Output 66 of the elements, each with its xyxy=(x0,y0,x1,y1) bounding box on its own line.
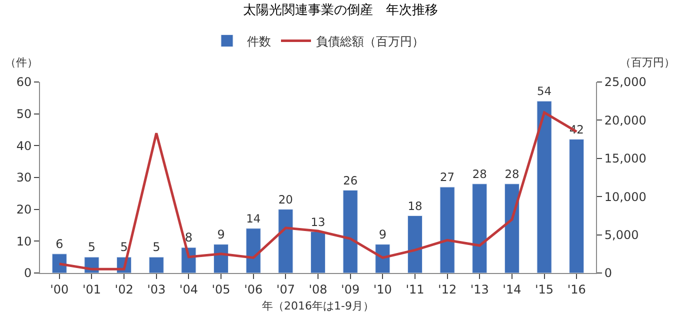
data-label: 27 xyxy=(440,170,455,184)
x-tick-label: '08 xyxy=(308,282,328,296)
x-tick-label: '00 xyxy=(50,282,69,296)
y-tick-label: 30 xyxy=(16,170,32,185)
data-label: 20 xyxy=(278,192,293,206)
y2-axis-title: （百万円） xyxy=(620,56,675,69)
bar xyxy=(375,244,390,273)
data-label: 28 xyxy=(472,167,487,182)
bar xyxy=(472,184,488,273)
bar xyxy=(214,244,229,273)
data-label: 9 xyxy=(378,227,386,242)
data-label: 6 xyxy=(56,236,64,251)
bar xyxy=(504,184,520,273)
x-tick-label: '03 xyxy=(147,282,166,296)
x-tick-label: '06 xyxy=(244,282,263,296)
x-tick-label: '12 xyxy=(438,282,457,296)
x-tick-label: '13 xyxy=(470,282,489,296)
bar xyxy=(407,215,422,273)
x-tick-label: '14 xyxy=(502,282,522,296)
x-tick-label: '15 xyxy=(534,282,554,296)
y2-tick-label: 25,000 xyxy=(604,75,646,90)
data-label: 13 xyxy=(310,214,326,229)
y-tick-label: 50 xyxy=(16,107,32,122)
x-tick-label: '01 xyxy=(82,282,102,296)
bar xyxy=(536,100,552,273)
chart-title: 太陽光関連事業の倒産 年次推移 xyxy=(243,2,438,18)
legend-label: 負債総額（百万円） xyxy=(316,34,424,48)
x-axis-title: 年（2016年は1-9月） xyxy=(262,300,374,313)
y-tick-label: 60 xyxy=(16,75,32,90)
x-tick-label: '16 xyxy=(567,282,586,296)
y-tick-label: 40 xyxy=(16,138,32,153)
bar xyxy=(246,228,261,273)
data-label: 54 xyxy=(537,84,552,98)
bar xyxy=(310,231,326,273)
x-tick-label: '09 xyxy=(341,282,360,296)
x-tick-label: '07 xyxy=(276,282,295,296)
x-tick-label: '05 xyxy=(212,282,230,296)
data-label: 5 xyxy=(88,240,96,254)
bar xyxy=(52,254,67,273)
data-label: 28 xyxy=(504,167,520,182)
bar xyxy=(569,139,584,273)
data-label: 18 xyxy=(408,198,422,213)
data-label: 8 xyxy=(184,230,193,245)
y2-tick-label: 15,000 xyxy=(604,152,646,166)
y-tick-label: 10 xyxy=(16,234,32,248)
y-tick-label: 0 xyxy=(24,266,32,280)
bar xyxy=(148,256,164,273)
data-label: 5 xyxy=(152,240,160,254)
data-label: 9 xyxy=(217,227,225,242)
y-tick-label: 20 xyxy=(16,202,32,217)
bar xyxy=(342,190,358,273)
data-label: 14 xyxy=(246,212,261,226)
y2-tick-label: 5,000 xyxy=(604,228,639,242)
y2-tick-label: 0 xyxy=(604,266,612,280)
y-axis-title: （件） xyxy=(5,56,38,69)
x-tick-label: '11 xyxy=(406,282,424,296)
x-tick-label: '04 xyxy=(179,282,198,296)
legend-label: 件数 xyxy=(247,34,271,48)
data-label: 5 xyxy=(120,240,128,254)
x-tick-label: '10 xyxy=(373,282,392,296)
y2-tick-label: 10,000 xyxy=(604,190,646,204)
data-label: 26 xyxy=(343,173,358,188)
x-tick-label: '02 xyxy=(114,282,134,296)
bar xyxy=(440,186,455,273)
bar xyxy=(278,209,294,273)
y2-tick-label: 20,000 xyxy=(604,113,646,128)
